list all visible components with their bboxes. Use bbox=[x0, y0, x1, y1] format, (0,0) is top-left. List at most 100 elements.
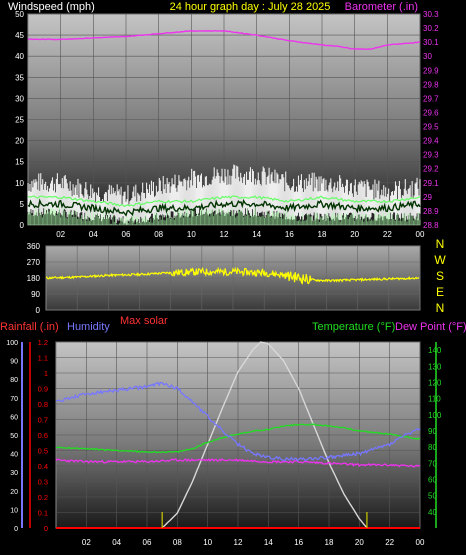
wind-y-tick-label: 5 bbox=[20, 200, 25, 209]
wind-x-tick-label: 10 bbox=[187, 230, 196, 239]
barometer-tick-label: 29.6 bbox=[423, 108, 439, 117]
wind-low-band bbox=[27, 207, 421, 225]
humidity-tick-label: 40 bbox=[10, 452, 18, 459]
rain-tick-label: 0.1 bbox=[38, 509, 48, 518]
wind-y-tick-label: 0 bbox=[20, 221, 25, 230]
barometer-tick-label: 29.2 bbox=[423, 165, 439, 174]
barometer-tick-label: 29 bbox=[423, 193, 432, 202]
wind-x-tick-label: 14 bbox=[252, 230, 261, 239]
wind-x-tick-label: 06 bbox=[122, 230, 131, 239]
wind-x-tick-label: 08 bbox=[154, 230, 163, 239]
wx-x-tick-label: 00 bbox=[416, 538, 425, 547]
barometer-tick-label: 30.2 bbox=[423, 24, 439, 33]
wx-x-tick-label: 22 bbox=[385, 538, 394, 547]
humidity-tick-label: 10 bbox=[10, 507, 18, 514]
wind-y-tick-label: 45 bbox=[15, 31, 24, 40]
wind-y-tick-label: 30 bbox=[15, 94, 24, 103]
rain-tick-label: 0.8 bbox=[38, 400, 48, 409]
temperature-tick-label: 100 bbox=[428, 411, 442, 420]
humidity-tick-label: 80 bbox=[10, 377, 18, 384]
wind-y-tick-label: 25 bbox=[15, 116, 24, 125]
wind-average-line bbox=[27, 198, 421, 217]
temperature-tick-label: 60 bbox=[428, 475, 437, 484]
humidity-tick-label: 90 bbox=[10, 359, 18, 366]
wind-x-tick-label: 02 bbox=[56, 230, 65, 239]
wind-gust-line bbox=[27, 195, 421, 208]
wind-direction-line bbox=[45, 266, 420, 285]
temperature-tick-label: 120 bbox=[428, 378, 442, 387]
temperature-tick-label: 140 bbox=[428, 346, 442, 355]
temperature-tick-label: 130 bbox=[428, 362, 442, 371]
solar-line bbox=[161, 341, 368, 529]
dewpoint-line bbox=[55, 458, 421, 468]
temperature-tick-label: 90 bbox=[428, 427, 437, 436]
wind-x-tick-label: 20 bbox=[350, 230, 359, 239]
wind-y-tick-label: 20 bbox=[15, 137, 24, 146]
wind-y-tick-label: 50 bbox=[15, 10, 24, 19]
rain-tick-label: 0.4 bbox=[38, 462, 48, 471]
direction-letter: N bbox=[436, 301, 445, 315]
wx-x-tick-label: 20 bbox=[355, 538, 364, 547]
barometer-tick-label: 28.9 bbox=[423, 207, 439, 216]
wind-x-tick-label: 00 bbox=[416, 230, 425, 239]
wind-x-tick-label: 16 bbox=[285, 230, 294, 239]
dir-y-tick-label: 270 bbox=[27, 258, 41, 267]
graph-day-title: 24 hour graph day : July 28 2025 bbox=[170, 1, 331, 13]
rain-tick-label: 1.2 bbox=[38, 338, 48, 347]
wind-right-title: Barometer (.in) bbox=[345, 1, 418, 13]
direction-letter: W bbox=[434, 253, 446, 267]
humidity-line bbox=[55, 381, 421, 462]
wx-x-tick-label: 02 bbox=[82, 538, 91, 547]
rain-tick-label: 0.2 bbox=[38, 493, 48, 502]
rain-tick-label: 0.9 bbox=[38, 385, 48, 394]
temperature-tick-label: 50 bbox=[428, 492, 437, 501]
wind-panel: 02 04 06 08 10 12 14 16 18 20 22 000510152025303540… bbox=[8, 1, 439, 239]
barometer-tick-label: 29.3 bbox=[423, 151, 439, 160]
temperature-tick-label: 40 bbox=[428, 508, 437, 517]
barometer-tick-label: 29.9 bbox=[423, 66, 439, 75]
humidity-tick-label: 30 bbox=[10, 470, 18, 477]
wx-x-tick-label: 08 bbox=[173, 538, 182, 547]
barometer-tick-label: 29.7 bbox=[423, 94, 439, 103]
dir-y-tick-label: 180 bbox=[27, 274, 41, 283]
rain-tick-label: 0.7 bbox=[38, 416, 48, 425]
direction-letter: N bbox=[436, 237, 445, 251]
rain-tick-label: 0.5 bbox=[38, 447, 48, 456]
wx-x-tick-label: 14 bbox=[264, 538, 273, 547]
dir-y-tick-label: 90 bbox=[31, 290, 40, 299]
temperature-tick-label: 80 bbox=[428, 443, 437, 452]
rainfall-label: Rainfall (.in) bbox=[0, 321, 59, 333]
weather-panel: 02 04 06 08 10 12 14 16 18 20 22 0000.10.20.30.40.5… bbox=[0, 315, 466, 547]
wind-x-tick-label: 12 bbox=[220, 230, 229, 239]
wind-left-title: Windspeed (mph) bbox=[8, 1, 95, 13]
barometer-tick-label: 29.5 bbox=[423, 123, 439, 132]
rain-tick-label: 0 bbox=[44, 524, 48, 533]
wind-y-tick-label: 35 bbox=[15, 73, 24, 82]
barometer-tick-label: 30.3 bbox=[423, 10, 439, 19]
dir-y-tick-label: 360 bbox=[27, 242, 41, 251]
wx-x-tick-label: 16 bbox=[294, 538, 303, 547]
wx-x-tick-label: 04 bbox=[112, 538, 121, 547]
wx-x-tick-label: 06 bbox=[143, 538, 152, 547]
barometer-tick-label: 29.4 bbox=[423, 137, 439, 146]
temperature-tick-label: 110 bbox=[428, 395, 441, 404]
direction-letter: E bbox=[436, 285, 444, 299]
humidity-tick-label: 70 bbox=[10, 396, 18, 403]
barometer-tick-label: 29.1 bbox=[423, 179, 439, 188]
wind-y-tick-label: 40 bbox=[15, 52, 24, 61]
temperature-label: Temperature (°F) bbox=[312, 321, 395, 333]
barometer-tick-label: 28.8 bbox=[423, 221, 439, 230]
temperature-line bbox=[56, 423, 421, 454]
humidity-tick-label: 60 bbox=[10, 414, 18, 421]
humidity-tick-label: 100 bbox=[6, 340, 18, 347]
wx-x-tick-label: 10 bbox=[203, 538, 212, 547]
rain-tick-label: 1.1 bbox=[38, 354, 48, 363]
direction-letter: S bbox=[436, 269, 444, 283]
dir-y-tick-label: 0 bbox=[36, 306, 41, 315]
barometer-line bbox=[27, 29, 421, 51]
wind-x-tick-label: 04 bbox=[89, 230, 98, 239]
wind-x-tick-label: 18 bbox=[318, 230, 327, 239]
barometer-tick-label: 29.8 bbox=[423, 80, 439, 89]
rain-tick-label: 1 bbox=[44, 369, 48, 378]
